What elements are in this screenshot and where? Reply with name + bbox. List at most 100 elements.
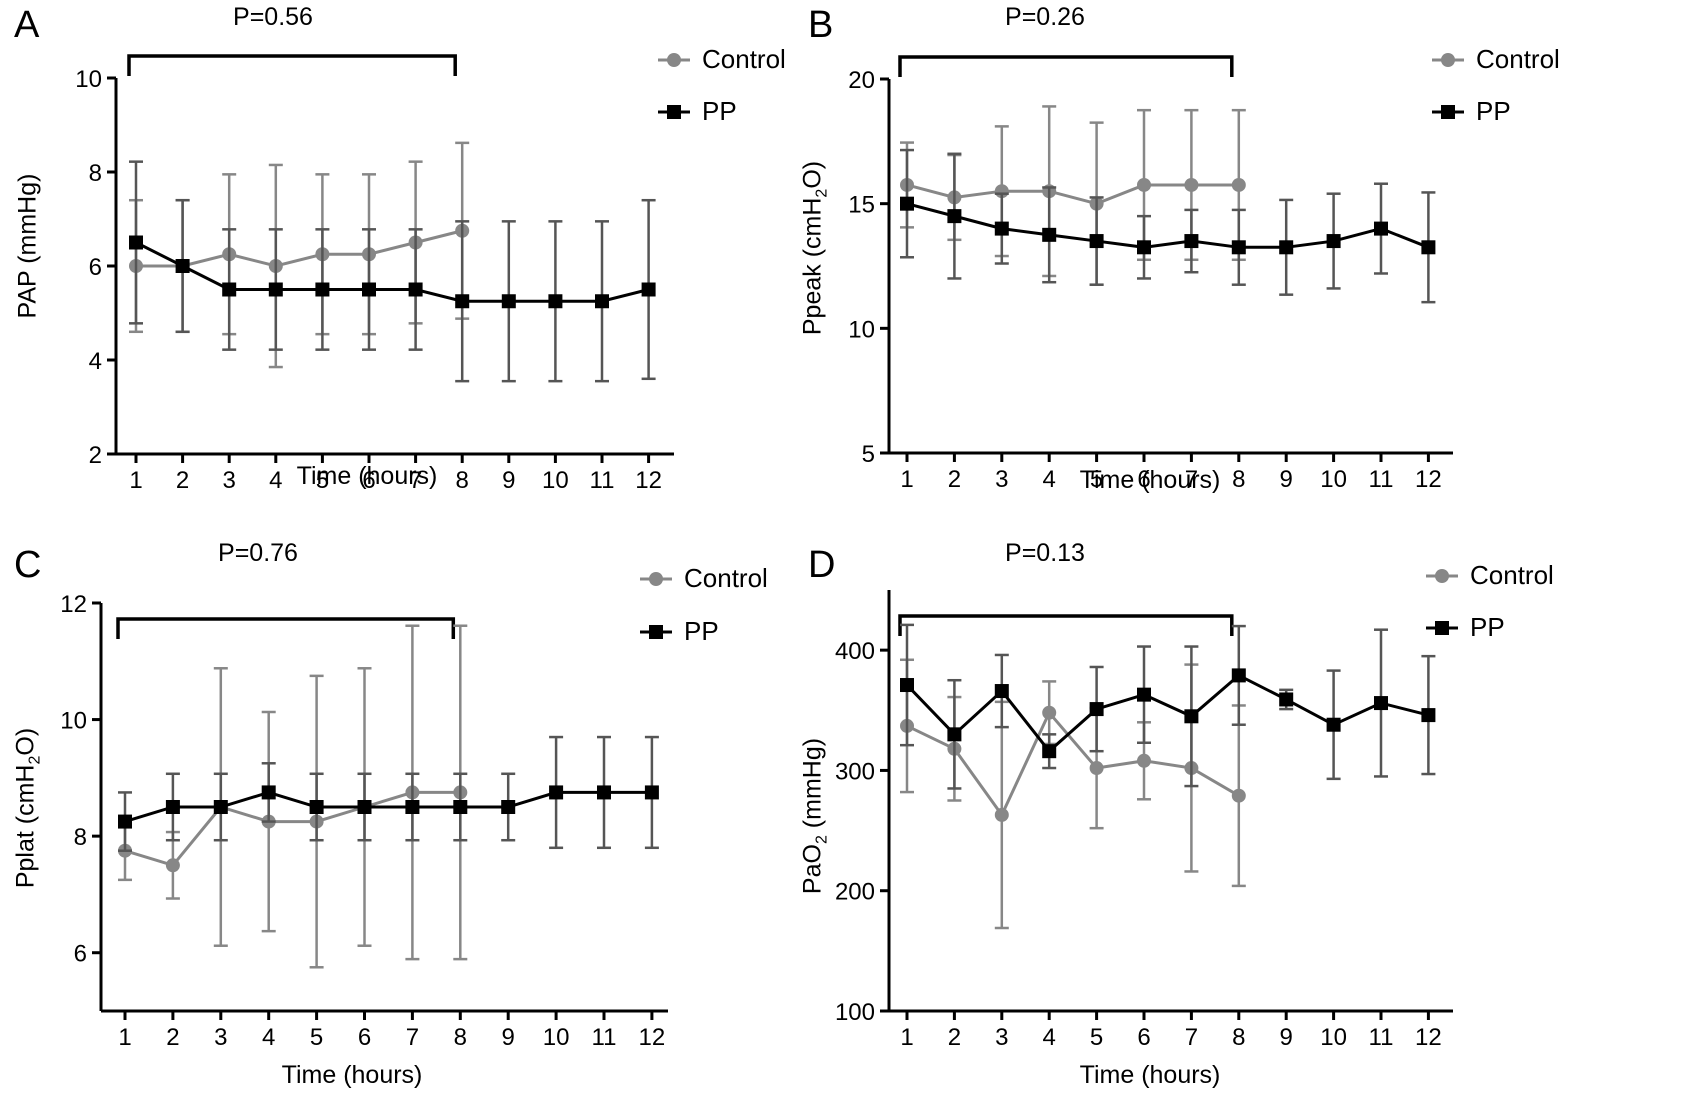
x-tick-label: 10	[543, 1024, 570, 1051]
series-pp	[900, 623, 1436, 790]
x-tick-label: 5	[310, 1024, 323, 1051]
data-point	[357, 800, 372, 814]
data-point	[1326, 234, 1341, 249]
data-point	[644, 785, 659, 800]
x-tick-label: 7	[409, 467, 422, 494]
data-point	[453, 800, 468, 814]
legend-control-marker	[658, 52, 690, 67]
legend-pp: PP	[658, 96, 737, 127]
y-tick-label: 6	[89, 254, 102, 281]
x-tick-label: 4	[1043, 466, 1056, 493]
legend-label: Control	[684, 563, 768, 593]
y-tick-label: 8	[74, 824, 87, 851]
data-point	[1421, 708, 1436, 723]
data-point	[549, 785, 564, 800]
y-tick-label: 400	[835, 638, 875, 665]
y-tick-label: 4	[89, 348, 102, 375]
series-control	[129, 141, 470, 369]
legend-pp: PP	[640, 616, 719, 647]
x-tick-label: 6	[1137, 466, 1150, 493]
data-point	[455, 294, 470, 309]
data-point	[1137, 687, 1151, 702]
x-tick-label: 5	[316, 467, 329, 494]
data-point	[222, 282, 237, 297]
significance-bracket	[116, 617, 456, 639]
y-tick-label: 15	[848, 192, 875, 219]
data-point	[1279, 692, 1294, 707]
y-tick-label: 2	[89, 442, 102, 469]
data-point	[165, 858, 180, 873]
p-value-label: P=0.76	[218, 539, 298, 567]
panel-letter: D	[808, 544, 836, 586]
x-tick-label: 2	[166, 1024, 179, 1051]
data-point	[1042, 705, 1057, 720]
data-point	[1231, 788, 1246, 803]
x-tick-label: 10	[1320, 1024, 1347, 1051]
data-point	[900, 678, 914, 693]
data-point	[1374, 696, 1388, 711]
x-tick-label: 3	[223, 467, 236, 494]
x-tick-label: 6	[362, 467, 375, 494]
data-point	[1231, 240, 1246, 255]
x-tick-label: 1	[129, 467, 142, 494]
data-point	[1089, 702, 1104, 717]
data-point	[1374, 221, 1388, 236]
data-point	[597, 785, 611, 800]
series-line	[124, 790, 461, 868]
p-value-label: P=0.26	[1005, 3, 1085, 31]
y-tick-label: 5	[862, 441, 875, 468]
data-point	[1137, 240, 1151, 255]
legend-label: Control	[1476, 44, 1560, 74]
data-point	[1184, 709, 1199, 724]
x-tick-label: 10	[1320, 466, 1347, 493]
x-tick-label: 12	[1415, 466, 1442, 493]
x-tick-label: 2	[948, 466, 961, 493]
data-point	[501, 294, 516, 309]
y-tick-label: 10	[60, 708, 87, 735]
x-tick-label: 8	[1232, 466, 1245, 493]
y-axis-label: Ppeak (cmH2O)	[798, 160, 831, 336]
data-point	[1137, 177, 1151, 192]
data-point	[994, 221, 1009, 236]
data-point	[1231, 177, 1246, 192]
data-point	[309, 800, 324, 814]
x-tick-label: 9	[1280, 466, 1293, 493]
x-axis-label: Time (hours)	[296, 462, 438, 490]
x-tick-label: 7	[406, 1024, 419, 1051]
data-point	[213, 800, 228, 814]
legend-label: Control	[1470, 560, 1554, 590]
y-tick-label: 6	[74, 941, 87, 968]
series-line	[135, 241, 649, 303]
x-tick-label: 10	[542, 467, 569, 494]
p-value-label: P=0.13	[1005, 539, 1085, 567]
x-tick-label: 11	[590, 467, 615, 494]
y-tick-label: 10	[848, 316, 875, 343]
y-axis-label: Pplat (cmH2O)	[11, 727, 44, 889]
y-tick-label: 300	[835, 758, 875, 785]
x-tick-label: 6	[1137, 1024, 1150, 1051]
legend-label: PP	[1476, 96, 1511, 126]
x-tick-label: 11	[592, 1024, 617, 1051]
series-line	[905, 673, 1429, 754]
x-tick-label: 1	[900, 1024, 913, 1051]
data-point	[1137, 753, 1151, 768]
x-tick-label: 5	[1090, 1024, 1103, 1051]
x-tick-label: 9	[502, 467, 515, 494]
data-point	[118, 814, 132, 829]
x-tick-label: 8	[454, 1024, 467, 1051]
x-tick-label: 11	[1369, 466, 1394, 493]
series-pp	[118, 735, 659, 852]
legend-control-marker	[1432, 52, 1464, 67]
chart-panel-d: D 100 200 300 400 1 2 3 4 5 6 7 8 9 10 11 12 P=0.13 Tim…	[799, 539, 1696, 1096]
series-line	[136, 229, 463, 268]
legend-label: PP	[702, 96, 737, 126]
x-tick-label: 12	[1415, 1024, 1442, 1051]
data-point	[1421, 240, 1436, 255]
x-tick-label: 1	[118, 1024, 131, 1051]
data-point	[641, 282, 656, 297]
legend-label: PP	[684, 616, 719, 646]
x-tick-label: 3	[995, 1024, 1008, 1051]
series-line	[906, 183, 1239, 206]
